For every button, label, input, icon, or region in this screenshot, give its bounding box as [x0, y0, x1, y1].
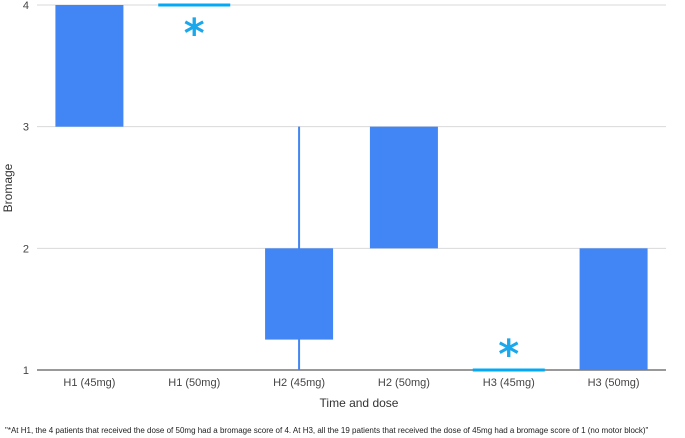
box: [55, 5, 124, 127]
y-tick-label: 2: [23, 243, 29, 255]
x-tick-label: H3 (50mg): [588, 377, 640, 389]
box: [265, 248, 334, 340]
point-marker-line: [472, 368, 545, 372]
asterisk-marker: *: [184, 11, 205, 57]
x-tick-label: H1 (45mg): [63, 377, 115, 389]
box: [369, 126, 438, 249]
x-tick-label: H3 (45mg): [483, 377, 535, 389]
asterisk-marker: *: [498, 332, 519, 378]
y-tick-label: 3: [23, 122, 29, 134]
y-axis-ticks: 1 2 3 4: [23, 0, 29, 377]
x-axis-ticks: H1 (45mg) H1 (50mg) H2 (45mg) H2 (50mg) H3 (…: [63, 377, 639, 389]
x-tick-label: H2 (50mg): [378, 377, 430, 389]
footnote: "*At H1, the 4 patients that received th…: [5, 426, 649, 435]
y-tick-label: 4: [23, 0, 29, 12]
chart-marks: **: [55, 3, 648, 378]
y-axis-title: Bromage: [1, 163, 15, 212]
box: [579, 248, 648, 370]
point-marker-line: [158, 3, 231, 7]
x-axis-title: Time and dose: [320, 396, 399, 410]
gridlines: [37, 4, 666, 371]
x-tick-label: H2 (45mg): [273, 377, 325, 389]
x-tick-label: H1 (50mg): [168, 377, 220, 389]
y-tick-label: 1: [23, 365, 29, 377]
